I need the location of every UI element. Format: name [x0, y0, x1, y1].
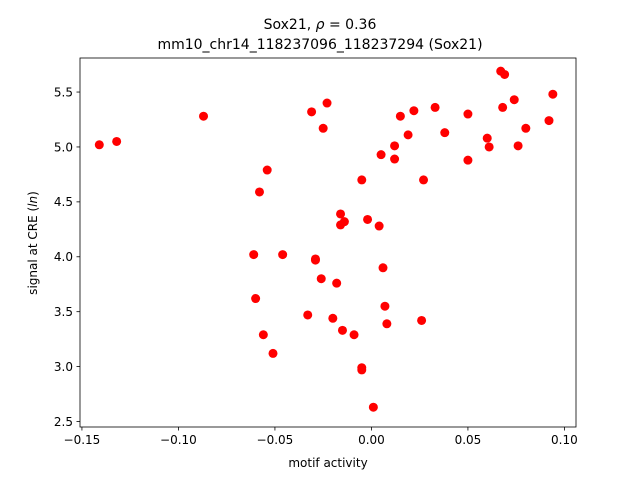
x-tick-label: 0.00 [358, 433, 385, 447]
data-point [513, 141, 523, 151]
data-point [363, 214, 373, 224]
data-point [500, 69, 510, 79]
data-point [258, 330, 268, 340]
data-point [382, 319, 392, 329]
data-point [112, 136, 122, 146]
y-tick-label: 4.0 [54, 250, 73, 264]
data-point [199, 111, 209, 121]
data-point [322, 98, 332, 108]
data-point [378, 263, 388, 273]
data-point [310, 254, 320, 264]
data-point [403, 130, 413, 140]
data-point [380, 301, 390, 311]
title-rho-value: = 0.36 [325, 17, 377, 33]
data-point [484, 142, 494, 152]
x-tick-label: 0.05 [455, 433, 482, 447]
x-tick-label: 0.10 [551, 433, 578, 447]
data-point [318, 123, 328, 133]
y-axis-label: signal at CRE (ln) [26, 191, 40, 295]
data-point [440, 128, 450, 138]
data-point [482, 133, 492, 143]
data-point [395, 111, 405, 121]
data-point [316, 274, 326, 284]
data-point [463, 155, 473, 165]
data-point [419, 175, 429, 185]
y-axis-label-prefix: signal at CRE ( [26, 207, 40, 295]
data-point [268, 348, 278, 358]
y-tick-label: 5.5 [54, 85, 73, 99]
y-tick-label: 5.0 [54, 140, 73, 154]
data-point [430, 102, 440, 112]
data-point [374, 221, 384, 231]
data-point [368, 402, 378, 412]
title-prefix: Sox21, [264, 17, 316, 33]
data-point [390, 154, 400, 164]
y-tick-label: 3.5 [54, 305, 73, 319]
data-point [548, 89, 558, 99]
data-point [249, 250, 259, 260]
data-point [357, 175, 367, 185]
chart-title-line1: Sox21, ρ = 0.36 [264, 17, 377, 33]
data-point [463, 109, 473, 119]
data-point [251, 294, 261, 304]
data-point [307, 107, 317, 117]
data-point [509, 95, 519, 105]
data-point [339, 217, 349, 227]
data-point [521, 123, 531, 133]
data-point [376, 150, 386, 160]
y-axis-label-italic: ln [26, 196, 40, 207]
data-point [278, 250, 288, 260]
data-point [357, 363, 367, 373]
data-point [328, 313, 338, 323]
x-tick-label: −0.10 [160, 433, 197, 447]
data-point [332, 278, 342, 288]
data-point [337, 325, 347, 335]
data-point [94, 140, 104, 150]
y-tick-label: 3.0 [54, 360, 73, 374]
plot-area: −0.15 −0.10 −0.05 0.00 0.05 0.10 2.5 3.0 3.5 4.0 4… [54, 57, 578, 447]
chart-title-line2: mm10_chr14_118237096_118237294 (Sox21) [157, 37, 482, 53]
y-tick-label: 4.5 [54, 195, 73, 209]
y-tick-label: 2.5 [54, 415, 73, 429]
data-point [303, 310, 313, 320]
data-point [544, 116, 554, 126]
y-axis-label-suffix: ) [26, 191, 40, 196]
data-point [390, 141, 400, 151]
data-point [498, 102, 508, 112]
x-axis-label: motif activity [288, 456, 367, 470]
plot-frame [79, 57, 577, 428]
data-point [262, 165, 272, 175]
data-point [417, 315, 427, 325]
data-point [336, 209, 346, 219]
x-tick-label: −0.05 [257, 433, 294, 447]
data-point [254, 187, 264, 197]
data-point [349, 330, 359, 340]
title-rho-symbol: ρ [316, 17, 325, 33]
x-tick-label: −0.15 [64, 433, 101, 447]
data-point [409, 106, 419, 116]
